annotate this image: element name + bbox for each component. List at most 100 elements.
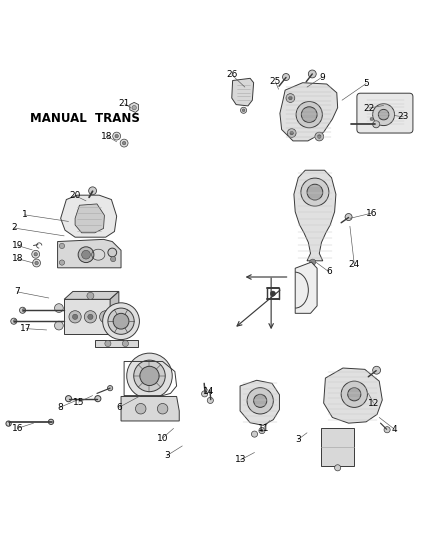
Text: 11: 11	[257, 424, 268, 433]
Polygon shape	[121, 397, 179, 421]
Circle shape	[260, 429, 263, 432]
Circle shape	[32, 251, 39, 258]
Text: 3: 3	[164, 451, 170, 460]
Circle shape	[240, 107, 246, 114]
Circle shape	[287, 128, 295, 138]
Circle shape	[69, 311, 81, 323]
Text: 3: 3	[295, 435, 300, 444]
Circle shape	[369, 117, 373, 121]
Circle shape	[258, 427, 265, 434]
Text: 9: 9	[319, 72, 325, 82]
Circle shape	[19, 307, 25, 313]
Text: 21: 21	[119, 99, 130, 108]
Circle shape	[383, 426, 389, 433]
Polygon shape	[130, 102, 138, 112]
Circle shape	[13, 319, 17, 323]
Polygon shape	[95, 340, 138, 348]
Polygon shape	[323, 368, 381, 423]
Circle shape	[372, 366, 380, 374]
Text: 13: 13	[234, 455, 246, 464]
Text: 16: 16	[365, 208, 377, 217]
Circle shape	[113, 132, 120, 140]
Circle shape	[282, 74, 289, 80]
Circle shape	[157, 403, 167, 414]
Text: 16: 16	[11, 424, 23, 433]
Circle shape	[122, 341, 128, 346]
Circle shape	[115, 134, 118, 138]
Circle shape	[295, 101, 321, 128]
Circle shape	[103, 314, 108, 319]
Circle shape	[289, 131, 293, 135]
Circle shape	[201, 391, 207, 397]
Circle shape	[288, 96, 291, 100]
Circle shape	[78, 247, 94, 263]
Circle shape	[59, 243, 64, 248]
Circle shape	[140, 366, 159, 385]
Circle shape	[108, 308, 134, 334]
Text: 6: 6	[116, 403, 121, 412]
Polygon shape	[60, 195, 117, 237]
Text: 10: 10	[156, 433, 168, 442]
Circle shape	[87, 292, 94, 300]
FancyBboxPatch shape	[356, 93, 412, 133]
Circle shape	[95, 395, 101, 402]
Circle shape	[300, 107, 316, 123]
Circle shape	[300, 178, 328, 206]
Circle shape	[242, 109, 244, 111]
Circle shape	[251, 431, 257, 437]
Circle shape	[99, 311, 112, 323]
Text: 19: 19	[11, 241, 23, 250]
Circle shape	[108, 248, 117, 257]
Text: 6: 6	[325, 267, 331, 276]
Circle shape	[81, 251, 90, 259]
Text: 8: 8	[57, 403, 63, 412]
Text: 17: 17	[20, 324, 32, 333]
Circle shape	[347, 387, 360, 401]
Text: 22: 22	[363, 103, 374, 112]
Circle shape	[334, 465, 340, 471]
Text: 12: 12	[367, 399, 378, 408]
Polygon shape	[294, 262, 316, 313]
Text: 2: 2	[11, 223, 17, 232]
Circle shape	[270, 291, 275, 296]
Polygon shape	[75, 204, 104, 233]
Polygon shape	[240, 380, 279, 425]
Circle shape	[107, 385, 113, 391]
Text: 26: 26	[226, 70, 237, 79]
Circle shape	[84, 311, 96, 323]
Circle shape	[54, 321, 63, 330]
Circle shape	[135, 403, 146, 414]
Polygon shape	[64, 300, 110, 334]
Circle shape	[88, 187, 96, 195]
Circle shape	[105, 341, 111, 346]
Text: 14: 14	[202, 387, 214, 395]
Text: 15: 15	[73, 398, 84, 407]
Circle shape	[314, 132, 323, 141]
Text: 18: 18	[101, 132, 113, 141]
Circle shape	[127, 353, 172, 399]
Text: 5: 5	[362, 79, 368, 88]
Text: 7: 7	[14, 287, 20, 296]
Circle shape	[306, 184, 322, 200]
Circle shape	[344, 214, 351, 221]
Circle shape	[32, 259, 40, 267]
Circle shape	[110, 256, 116, 262]
Circle shape	[72, 314, 78, 319]
Circle shape	[113, 313, 129, 329]
Circle shape	[35, 261, 38, 265]
Circle shape	[372, 121, 379, 128]
Circle shape	[120, 139, 128, 147]
Circle shape	[6, 421, 11, 426]
Polygon shape	[279, 83, 337, 141]
Circle shape	[59, 260, 64, 265]
Text: 18: 18	[11, 254, 23, 263]
Circle shape	[247, 387, 273, 414]
Text: 23: 23	[397, 112, 408, 122]
Circle shape	[132, 106, 136, 110]
Polygon shape	[64, 292, 119, 300]
Circle shape	[317, 135, 320, 138]
Circle shape	[22, 309, 25, 312]
Circle shape	[48, 419, 53, 424]
Polygon shape	[320, 427, 353, 466]
Circle shape	[309, 259, 315, 265]
